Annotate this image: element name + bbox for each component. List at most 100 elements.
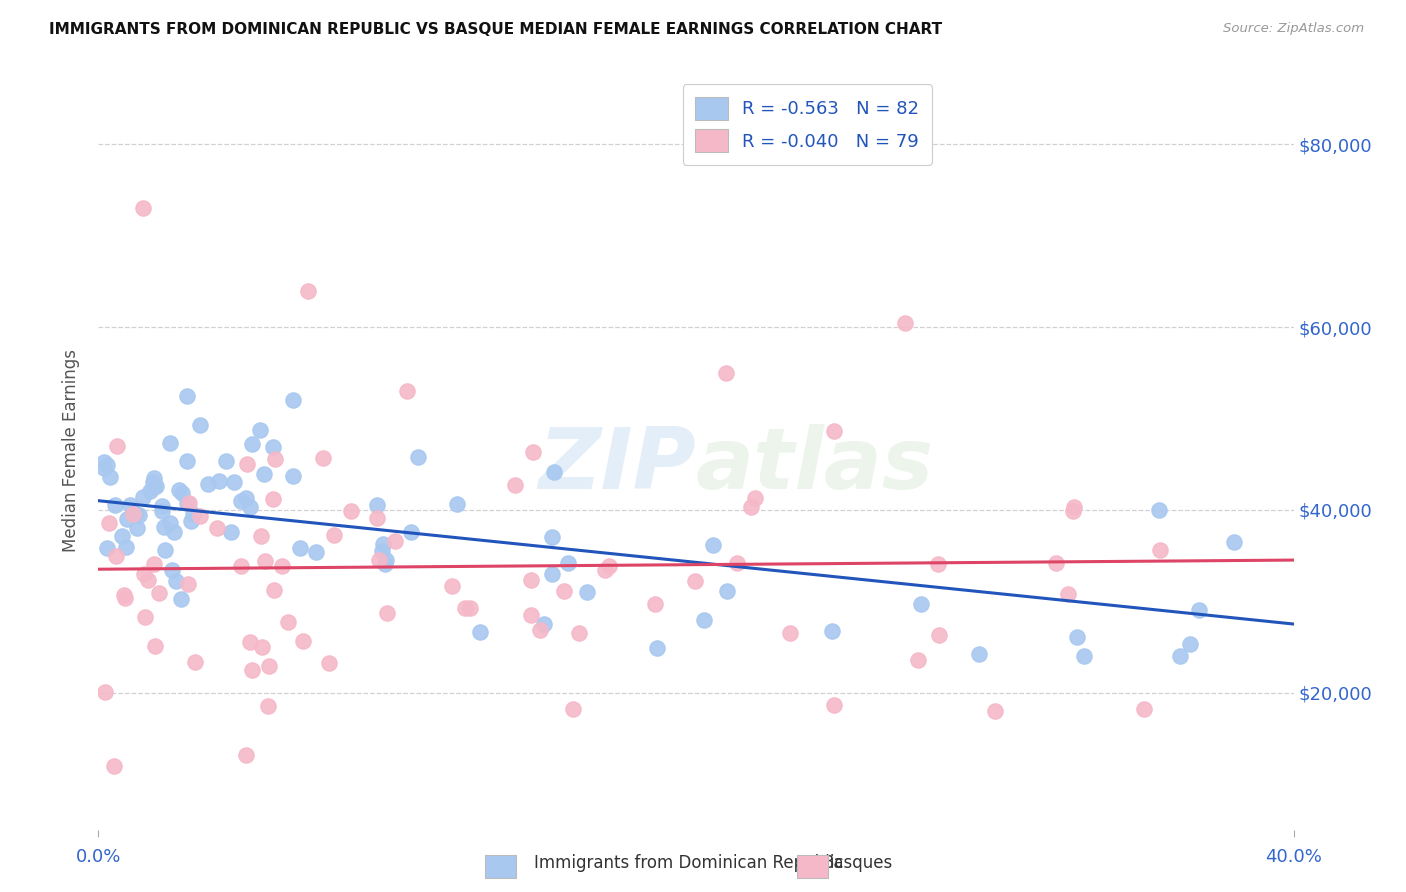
Point <box>125 521 148 535</box>
Point <box>179 495 201 509</box>
Point <box>160 563 183 577</box>
Point <box>322 528 344 542</box>
Point <box>441 579 464 593</box>
Point <box>568 625 591 640</box>
Point <box>240 437 263 451</box>
Point <box>142 471 165 485</box>
Point <box>215 454 238 468</box>
Point <box>318 656 340 670</box>
Point <box>823 424 845 438</box>
Point <box>125 508 148 522</box>
Point <box>128 508 150 522</box>
Point <box>374 553 396 567</box>
Point <box>1066 631 1088 645</box>
Point <box>132 566 155 581</box>
Point <box>143 558 166 572</box>
Point <box>96 458 118 472</box>
Point <box>263 452 285 467</box>
Point <box>239 500 262 515</box>
Point <box>150 499 173 513</box>
Point <box>139 483 162 498</box>
Point <box>239 635 262 649</box>
Point <box>257 698 280 713</box>
Point <box>374 557 396 571</box>
Point <box>257 659 280 673</box>
Point <box>281 468 304 483</box>
Point <box>249 423 271 437</box>
Point <box>894 316 917 330</box>
Text: Immigrants from Dominican Republic: Immigrants from Dominican Republic <box>534 855 844 872</box>
Point <box>240 664 263 678</box>
Point <box>208 474 231 488</box>
Y-axis label: Median Female Earnings: Median Female Earnings <box>62 349 80 552</box>
Point <box>250 640 273 654</box>
Point <box>270 559 292 574</box>
Point <box>370 544 392 558</box>
Point <box>253 467 276 482</box>
Point <box>595 563 617 577</box>
Point <box>702 538 724 552</box>
Point <box>1045 556 1067 570</box>
Point <box>1133 701 1156 715</box>
Point <box>1057 586 1080 600</box>
Point <box>1168 648 1191 663</box>
Point <box>297 284 319 298</box>
Point <box>714 366 737 380</box>
Point <box>1073 648 1095 663</box>
Point <box>253 554 276 568</box>
Point <box>263 582 285 597</box>
Point <box>148 585 170 599</box>
Point <box>121 507 143 521</box>
Point <box>104 498 127 512</box>
Point <box>159 436 181 450</box>
Point <box>1223 534 1246 549</box>
Point <box>176 496 198 510</box>
Point <box>159 516 181 530</box>
Point <box>188 417 211 432</box>
Point <box>520 573 543 587</box>
Point <box>910 597 932 611</box>
Point <box>153 543 176 558</box>
Point <box>1147 503 1170 517</box>
Point <box>277 615 299 629</box>
Legend: R = -0.563   N = 82, R = -0.040   N = 79: R = -0.563 N = 82, R = -0.040 N = 79 <box>683 84 932 165</box>
Point <box>821 624 844 638</box>
Point <box>292 634 315 648</box>
Text: ZIP: ZIP <box>538 424 696 508</box>
Point <box>167 483 190 498</box>
Text: IMMIGRANTS FROM DOMINICAN REPUBLIC VS BASQUE MEDIAN FEMALE EARNINGS CORRELATION : IMMIGRANTS FROM DOMINICAN REPUBLIC VS BA… <box>49 22 942 37</box>
Point <box>143 640 166 654</box>
Point <box>725 556 748 570</box>
Point <box>305 545 328 559</box>
Point <box>453 600 475 615</box>
Point <box>142 475 165 489</box>
Point <box>262 440 284 454</box>
Point <box>250 529 273 543</box>
Point <box>105 440 128 454</box>
Point <box>98 470 121 484</box>
Point <box>153 520 176 534</box>
Point <box>93 460 115 475</box>
Point <box>644 598 666 612</box>
Point <box>375 607 398 621</box>
Point <box>1063 500 1085 514</box>
Point <box>236 457 259 471</box>
Point <box>522 444 544 458</box>
Point <box>984 704 1007 718</box>
Point <box>312 450 335 465</box>
Point <box>779 626 801 640</box>
Point <box>575 585 598 599</box>
Point <box>170 485 193 500</box>
Point <box>683 574 706 588</box>
Point <box>132 491 155 505</box>
Point <box>219 524 242 539</box>
Point <box>340 504 363 518</box>
Point <box>112 588 135 602</box>
Point <box>1178 637 1201 651</box>
Point <box>231 558 253 573</box>
Point <box>1188 603 1211 617</box>
Point <box>152 504 174 518</box>
Point <box>520 608 543 623</box>
Point <box>368 552 391 566</box>
Point <box>533 616 555 631</box>
